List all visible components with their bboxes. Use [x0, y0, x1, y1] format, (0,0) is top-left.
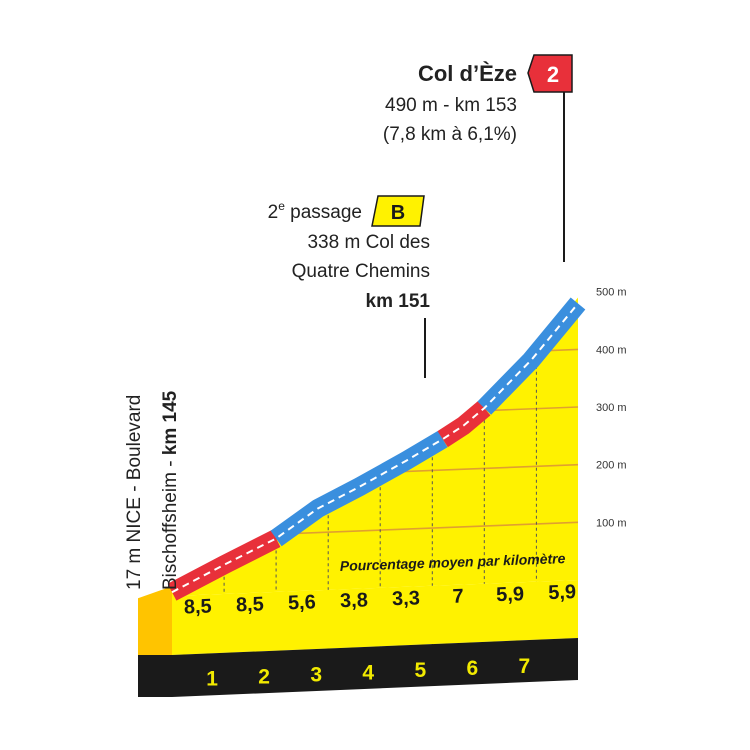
- bonus-altitude: 338 m Col des: [307, 232, 430, 253]
- altitude-label: 500 m: [596, 287, 627, 299]
- start-label: 17 m NICE - Boulevard Bischoffsheim - km…: [124, 390, 181, 590]
- km-gradient-label: 3,3: [392, 587, 421, 610]
- bonus-km: km 151: [366, 291, 431, 312]
- bonus-passage-word: passage: [285, 202, 362, 223]
- route-centerline: [171, 302, 579, 594]
- km-gradient-label: 8,5: [236, 593, 265, 616]
- summit-flag: [527, 54, 573, 93]
- altitude-label: 100 m: [596, 517, 627, 529]
- route-ribbon: [167, 297, 586, 601]
- summit-flag-number: 2: [547, 62, 559, 87]
- km-markers: 1 2 3 4 5 6 7: [206, 655, 530, 690]
- bonus-flag-letter: B: [391, 202, 405, 224]
- start-line-2-prefix: Bischoffsheim -: [160, 455, 181, 590]
- km-gradient-label: 5,9: [548, 581, 577, 604]
- bonus-name: Quatre Chemins: [292, 261, 430, 282]
- km-gradient-labels: 8,5 8,5 5,6 3,8 3,3 7 5,9 5,9: [184, 581, 577, 618]
- altitude-label: 300 m: [596, 402, 627, 414]
- km-gradient-label: 8,5: [184, 596, 213, 619]
- start-line-2: Bischoffsheim - km 145: [160, 390, 181, 590]
- km-marker-label: 3: [310, 663, 322, 686]
- summit-name: Col d’Èze: [418, 61, 517, 86]
- altitude-axis: 100 m 200 m 300 m 400 m 500 m: [596, 287, 627, 530]
- km-marker-label: 1: [206, 667, 218, 690]
- km-marker-label: 2: [258, 665, 270, 688]
- profile-area: [172, 297, 578, 596]
- gradient-strip: [172, 580, 578, 655]
- summit-detail: (7,8 km à 6,1%): [383, 124, 517, 145]
- km-gradient-label: 5,9: [496, 583, 525, 606]
- bonus-passage: 2e passage: [268, 199, 362, 223]
- km-gradient-label: 7: [452, 586, 464, 608]
- km-band: [172, 638, 578, 697]
- km-marker-label: 7: [519, 655, 531, 678]
- start-line-1: 17 m NICE - Boulevard: [124, 395, 145, 590]
- altitude-label: 400 m: [596, 344, 627, 356]
- summit-altitude: 490 m - km 153: [385, 95, 517, 116]
- km-gradient-label: 5,6: [288, 591, 317, 614]
- bonus-flag: [371, 195, 425, 227]
- bonus-passage-sup: e: [278, 199, 285, 213]
- route-segment-1: [270, 430, 448, 547]
- km-marker-label: 5: [414, 659, 426, 682]
- bonus-passage-number: 2: [268, 202, 279, 223]
- altitude-label: 200 m: [596, 460, 627, 472]
- km-gradient-label: 3,8: [340, 589, 369, 612]
- gradient-caption: Pourcentage moyen par kilomètre: [340, 550, 566, 574]
- km-marker-label: 4: [362, 661, 374, 684]
- profile-base-side: [138, 655, 172, 697]
- km-marker-label: 6: [466, 657, 478, 680]
- start-km: km 145: [160, 390, 181, 455]
